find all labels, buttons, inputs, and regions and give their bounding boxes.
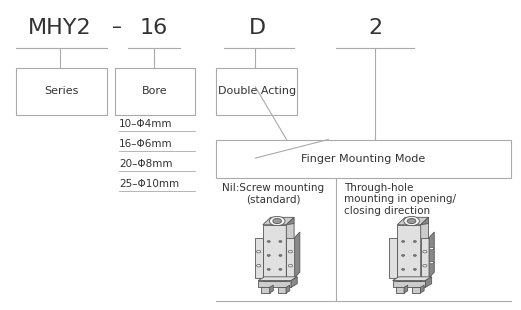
Bar (262, 287, 270, 293)
Circle shape (430, 247, 434, 250)
Polygon shape (286, 285, 290, 293)
Circle shape (413, 241, 416, 242)
Polygon shape (404, 285, 408, 293)
Polygon shape (421, 224, 428, 281)
Circle shape (404, 216, 419, 226)
Text: 16–Φ6mm: 16–Φ6mm (119, 139, 172, 149)
Text: Series: Series (44, 86, 78, 96)
Circle shape (279, 268, 282, 270)
Bar (115, 68, 195, 115)
Polygon shape (287, 217, 294, 231)
Circle shape (413, 268, 416, 270)
Circle shape (279, 241, 282, 242)
Circle shape (267, 268, 270, 270)
Text: MHY2: MHY2 (28, 18, 92, 38)
Polygon shape (398, 217, 428, 225)
Polygon shape (258, 277, 297, 281)
Circle shape (402, 241, 405, 242)
Circle shape (269, 216, 285, 226)
Circle shape (267, 241, 270, 242)
Circle shape (423, 264, 427, 267)
Polygon shape (270, 285, 274, 293)
Bar (396, 287, 404, 293)
Text: 25–Φ10mm: 25–Φ10mm (119, 179, 179, 189)
Polygon shape (425, 277, 431, 287)
Bar (398, 225, 421, 281)
Bar (16, 68, 107, 115)
Bar (216, 68, 297, 115)
Text: Double Acting: Double Acting (218, 86, 295, 96)
Text: 16: 16 (140, 18, 168, 38)
Circle shape (407, 219, 416, 224)
Text: Bore: Bore (142, 86, 168, 96)
Circle shape (423, 250, 427, 253)
Circle shape (279, 255, 282, 256)
Circle shape (402, 255, 405, 256)
Bar (421, 237, 429, 278)
Bar (258, 281, 291, 287)
Text: Through-hole
mounting in opening/
closing direction: Through-hole mounting in opening/ closin… (344, 183, 456, 216)
Text: Nil:Screw mounting
(standard): Nil:Screw mounting (standard) (222, 183, 325, 205)
Text: Finger Mounting Mode: Finger Mounting Mode (301, 154, 426, 164)
Polygon shape (295, 232, 300, 278)
Circle shape (273, 219, 281, 224)
Bar (287, 237, 295, 278)
Bar (263, 225, 287, 281)
Bar (389, 237, 398, 278)
Text: –: – (113, 18, 122, 38)
Circle shape (289, 264, 293, 267)
Circle shape (267, 255, 270, 256)
Polygon shape (420, 285, 424, 293)
Polygon shape (287, 224, 294, 281)
Circle shape (256, 264, 261, 267)
Bar (216, 140, 511, 178)
Circle shape (289, 250, 293, 253)
Bar (255, 237, 263, 278)
Bar (412, 287, 420, 293)
Polygon shape (429, 232, 435, 278)
Circle shape (256, 250, 261, 253)
Circle shape (430, 261, 434, 264)
Polygon shape (421, 217, 428, 231)
Text: 10–Φ4mm: 10–Φ4mm (119, 119, 172, 129)
Polygon shape (291, 277, 297, 287)
Text: 2: 2 (368, 18, 382, 38)
Text: 20–Φ8mm: 20–Φ8mm (119, 159, 172, 169)
Circle shape (402, 268, 405, 270)
Polygon shape (393, 277, 431, 281)
Circle shape (413, 255, 416, 256)
Polygon shape (263, 217, 294, 225)
Bar (278, 287, 286, 293)
Bar (393, 281, 425, 287)
Text: D: D (250, 18, 266, 38)
